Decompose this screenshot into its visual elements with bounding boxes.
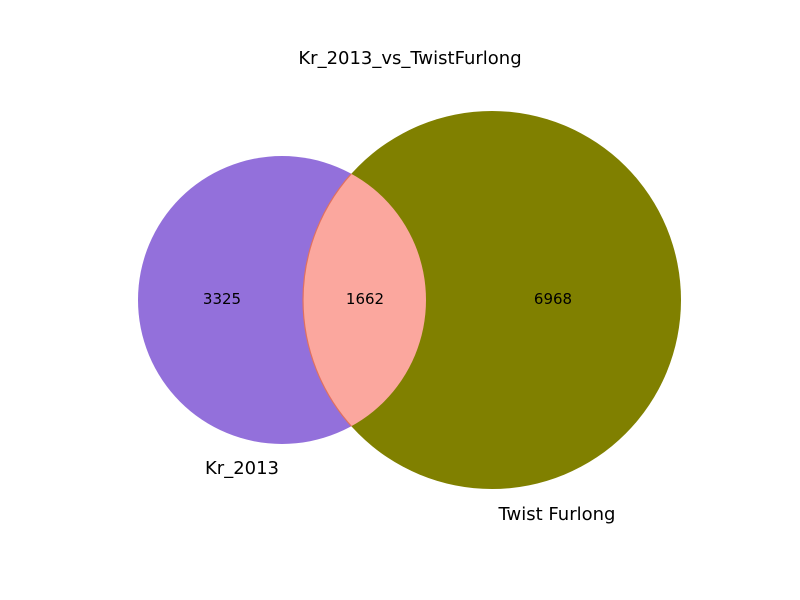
count-only-a: 3325 <box>203 290 241 308</box>
chart-title: Kr_2013_vs_TwistFurlong <box>298 48 521 69</box>
set-b-circle <box>303 111 681 489</box>
count-intersection: 1662 <box>346 290 384 308</box>
set-a-label: Kr_2013 <box>205 458 279 479</box>
set-b-label: Twist Furlong <box>498 504 616 525</box>
count-only-b: 6968 <box>534 290 572 308</box>
